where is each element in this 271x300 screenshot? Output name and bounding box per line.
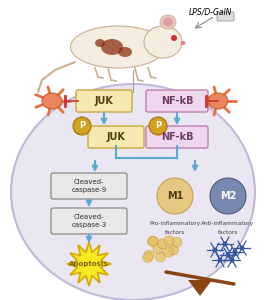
Circle shape (149, 117, 167, 135)
Circle shape (233, 250, 237, 254)
Text: Pro-inflammatory: Pro-inflammatory (149, 221, 201, 226)
FancyBboxPatch shape (51, 208, 127, 234)
Circle shape (171, 35, 177, 41)
Ellipse shape (70, 26, 166, 68)
Circle shape (157, 239, 167, 249)
Text: P: P (155, 122, 161, 130)
Ellipse shape (11, 84, 255, 300)
Circle shape (210, 178, 246, 214)
Circle shape (164, 236, 174, 246)
Ellipse shape (118, 47, 132, 57)
Text: Apoptosis: Apoptosis (69, 261, 109, 267)
Ellipse shape (95, 39, 105, 47)
Text: M1: M1 (167, 191, 183, 201)
Circle shape (230, 257, 234, 262)
Ellipse shape (208, 93, 228, 109)
Ellipse shape (144, 26, 182, 58)
Circle shape (164, 247, 174, 257)
Polygon shape (67, 242, 111, 286)
Ellipse shape (101, 39, 123, 55)
FancyBboxPatch shape (88, 126, 144, 148)
Circle shape (212, 248, 218, 253)
Text: Cleaved-: Cleaved- (74, 179, 104, 185)
Text: factors: factors (165, 230, 185, 235)
FancyBboxPatch shape (146, 90, 208, 112)
Text: NF-kB: NF-kB (161, 132, 193, 142)
Circle shape (222, 242, 227, 247)
Circle shape (157, 178, 193, 214)
Text: Cleaved-: Cleaved- (74, 214, 104, 220)
Ellipse shape (180, 41, 186, 45)
Ellipse shape (160, 15, 176, 29)
Text: caspase-9: caspase-9 (71, 187, 107, 193)
Ellipse shape (163, 17, 173, 26)
Polygon shape (188, 280, 212, 296)
Circle shape (148, 236, 158, 246)
Circle shape (149, 237, 159, 247)
Circle shape (225, 253, 231, 257)
Text: factors: factors (218, 230, 238, 235)
Ellipse shape (42, 93, 62, 109)
Text: caspase-3: caspase-3 (71, 222, 107, 228)
Circle shape (240, 245, 244, 250)
Text: P: P (79, 122, 85, 130)
FancyBboxPatch shape (146, 126, 208, 148)
Circle shape (144, 250, 154, 260)
Text: Anti-inflammatory: Anti-inflammatory (201, 221, 254, 226)
Circle shape (143, 252, 153, 262)
Circle shape (168, 245, 178, 255)
Text: JUK: JUK (107, 132, 125, 142)
Circle shape (153, 244, 163, 254)
Text: LPS/D-GalN: LPS/D-GalN (188, 8, 232, 16)
Circle shape (73, 117, 91, 135)
Text: JUK: JUK (95, 96, 114, 106)
Text: NF-kB: NF-kB (161, 96, 193, 106)
FancyBboxPatch shape (217, 12, 234, 21)
Circle shape (218, 257, 222, 262)
Circle shape (172, 237, 182, 247)
FancyBboxPatch shape (76, 90, 132, 112)
Text: M2: M2 (220, 191, 236, 201)
FancyBboxPatch shape (51, 173, 127, 199)
Circle shape (156, 252, 166, 262)
